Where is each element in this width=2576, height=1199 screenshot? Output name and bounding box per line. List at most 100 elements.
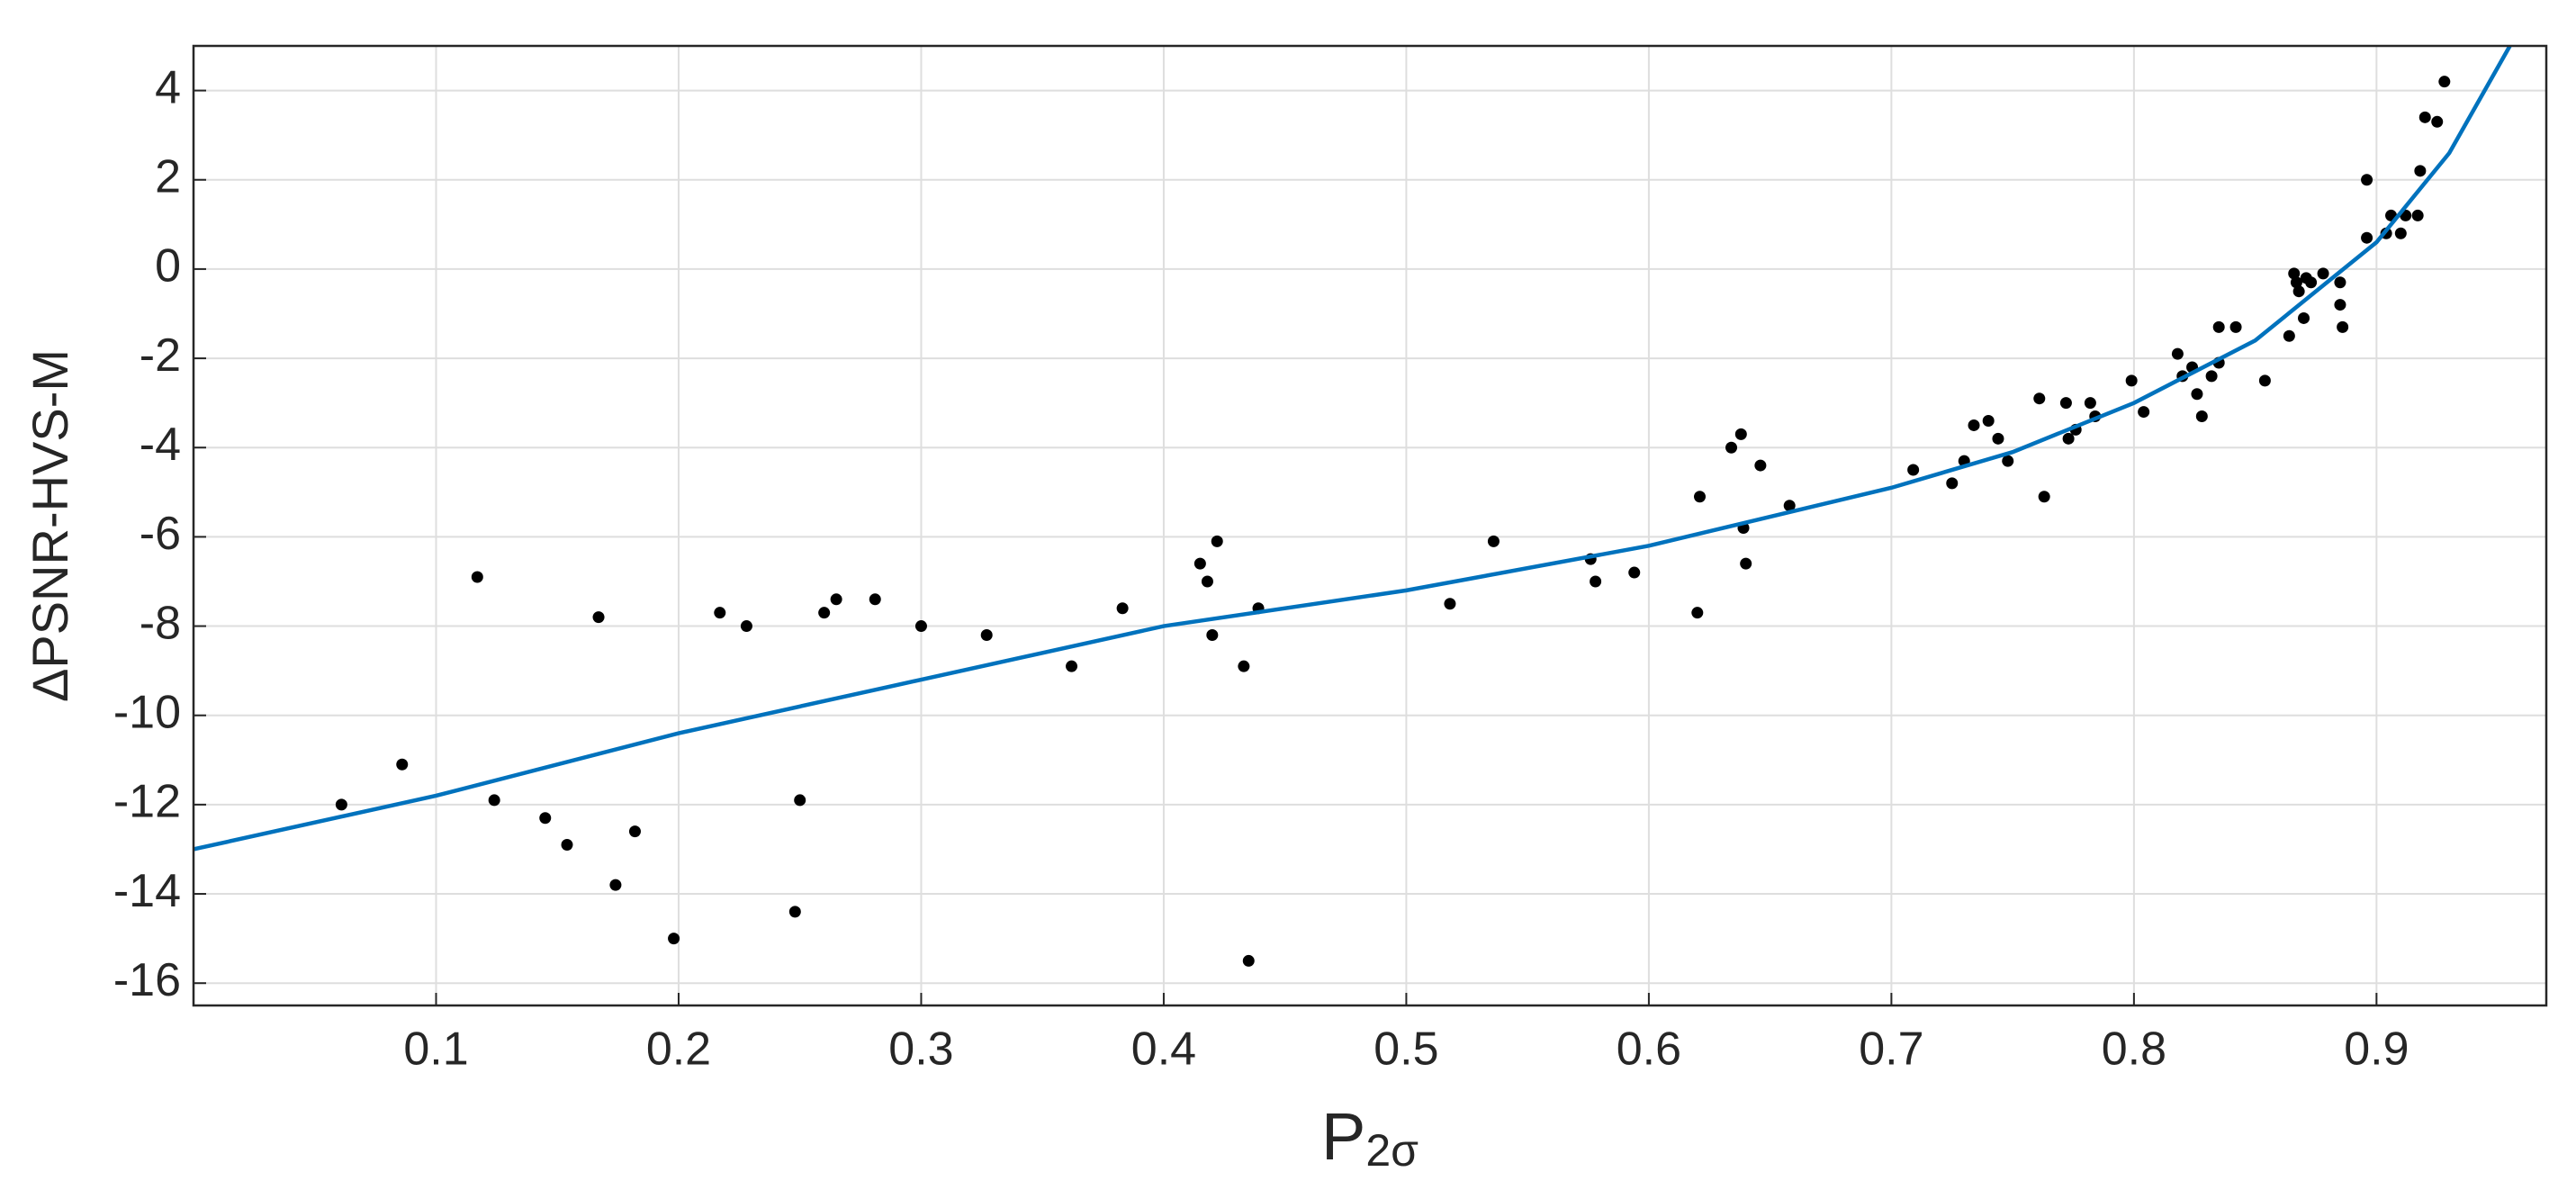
data-point <box>2305 276 2318 289</box>
data-point <box>2062 432 2075 445</box>
data-point <box>830 593 842 606</box>
y-tick-label: -12 <box>113 776 181 828</box>
y-tick-label: -16 <box>113 954 181 1006</box>
data-point <box>2059 397 2072 410</box>
data-point <box>1628 566 1641 579</box>
plot-frame <box>192 44 2548 1007</box>
data-point <box>794 794 806 807</box>
x-tick-label: 0.4 <box>1131 1023 1196 1076</box>
data-point <box>869 593 881 606</box>
data-point <box>2431 115 2444 128</box>
x-tick-label: 0.3 <box>888 1023 953 1076</box>
data-point <box>1783 500 1796 512</box>
data-point <box>668 933 680 945</box>
data-point <box>1238 660 1250 672</box>
data-point <box>539 812 552 825</box>
data-point <box>2334 299 2346 311</box>
data-point <box>335 798 347 811</box>
data-point <box>2258 374 2271 387</box>
x-tick-label: 0.2 <box>646 1023 711 1076</box>
x-axis-label: P2σ <box>1321 1099 1419 1176</box>
x-tick-label: 0.1 <box>403 1023 468 1076</box>
plot-background <box>194 46 2546 1005</box>
data-point <box>2171 347 2184 360</box>
x-label-main: P <box>1321 1099 1365 1174</box>
data-point <box>1754 459 1767 472</box>
data-point <box>1487 535 1500 547</box>
data-point <box>1590 575 1602 588</box>
data-point <box>1066 660 1078 672</box>
data-point <box>740 620 752 633</box>
data-point <box>818 607 831 619</box>
data-point <box>2438 76 2451 88</box>
data-point <box>980 628 993 641</box>
data-point <box>1734 428 1747 440</box>
data-point <box>1740 557 1752 570</box>
x-tick-label: 0.5 <box>1374 1023 1438 1076</box>
data-point <box>561 839 573 852</box>
data-point <box>1982 414 1995 427</box>
data-point <box>488 794 500 807</box>
data-point <box>2212 320 2225 333</box>
data-point <box>2361 174 2373 186</box>
data-point <box>2125 374 2138 387</box>
data-point <box>471 571 483 583</box>
y-tick-label: -4 <box>140 419 181 471</box>
data-point <box>2337 320 2349 333</box>
data-point <box>2292 285 2305 298</box>
x-tick-label: 0.6 <box>1617 1023 1681 1076</box>
data-point <box>2191 388 2203 401</box>
data-point <box>2038 491 2050 503</box>
y-tick-label: 2 <box>155 150 181 203</box>
fit-line <box>194 46 2512 852</box>
data-point <box>1968 419 1980 431</box>
data-point <box>2298 311 2310 324</box>
data-point <box>1691 607 1704 619</box>
data-point <box>2411 209 2424 221</box>
y-tick-label: 0 <box>155 240 181 293</box>
data-point <box>2084 397 2096 410</box>
data-point <box>592 611 605 624</box>
data-point <box>1211 535 1223 547</box>
data-point <box>1693 491 1706 503</box>
data-point <box>914 620 927 633</box>
data-point <box>1946 477 1959 490</box>
y-tick-label: -6 <box>140 508 181 560</box>
y-axis-label: ΔPSNR-HVS-M <box>22 349 78 702</box>
data-point <box>628 825 641 838</box>
data-point <box>2283 329 2295 342</box>
data-point <box>2418 111 2431 123</box>
data-point <box>1201 575 1213 588</box>
x-tick-label: 0.9 <box>2344 1023 2409 1076</box>
y-tick-label: -8 <box>140 597 181 649</box>
data-point <box>2033 392 2046 405</box>
data-point <box>1193 557 1206 570</box>
data-point <box>1907 464 1920 476</box>
x-tick-label: 0.8 <box>2102 1023 2166 1076</box>
data-point <box>1444 598 1456 610</box>
y-tick-label: -10 <box>113 686 181 738</box>
x-label-sub: 2σ <box>1365 1125 1419 1176</box>
y-tick-label: 4 <box>155 61 181 113</box>
y-tick-label: -2 <box>140 329 181 382</box>
data-point <box>2195 410 2208 423</box>
data-point <box>1992 432 2004 445</box>
data-point <box>2229 320 2242 333</box>
data-point <box>2288 267 2301 280</box>
data-point <box>2205 370 2218 383</box>
data-point <box>1116 602 1129 615</box>
data-point <box>2414 165 2427 177</box>
x-tick-label: 0.7 <box>1859 1023 1923 1076</box>
data-point <box>2334 276 2346 289</box>
data-point <box>2002 455 2014 467</box>
y-tick-label: -14 <box>113 865 181 917</box>
data-point <box>714 607 726 619</box>
data-point <box>788 906 801 918</box>
data-point <box>1725 441 1738 454</box>
data-point <box>1206 628 1219 641</box>
data-point <box>1242 954 1255 967</box>
data-point <box>2317 267 2329 280</box>
data-point <box>2290 276 2302 289</box>
data-point <box>2394 227 2407 239</box>
